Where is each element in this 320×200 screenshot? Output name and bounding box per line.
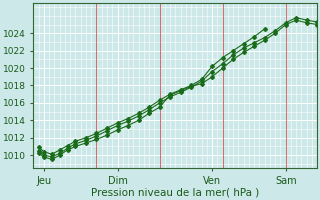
X-axis label: Pression niveau de la mer( hPa ): Pression niveau de la mer( hPa ) [91,187,260,197]
